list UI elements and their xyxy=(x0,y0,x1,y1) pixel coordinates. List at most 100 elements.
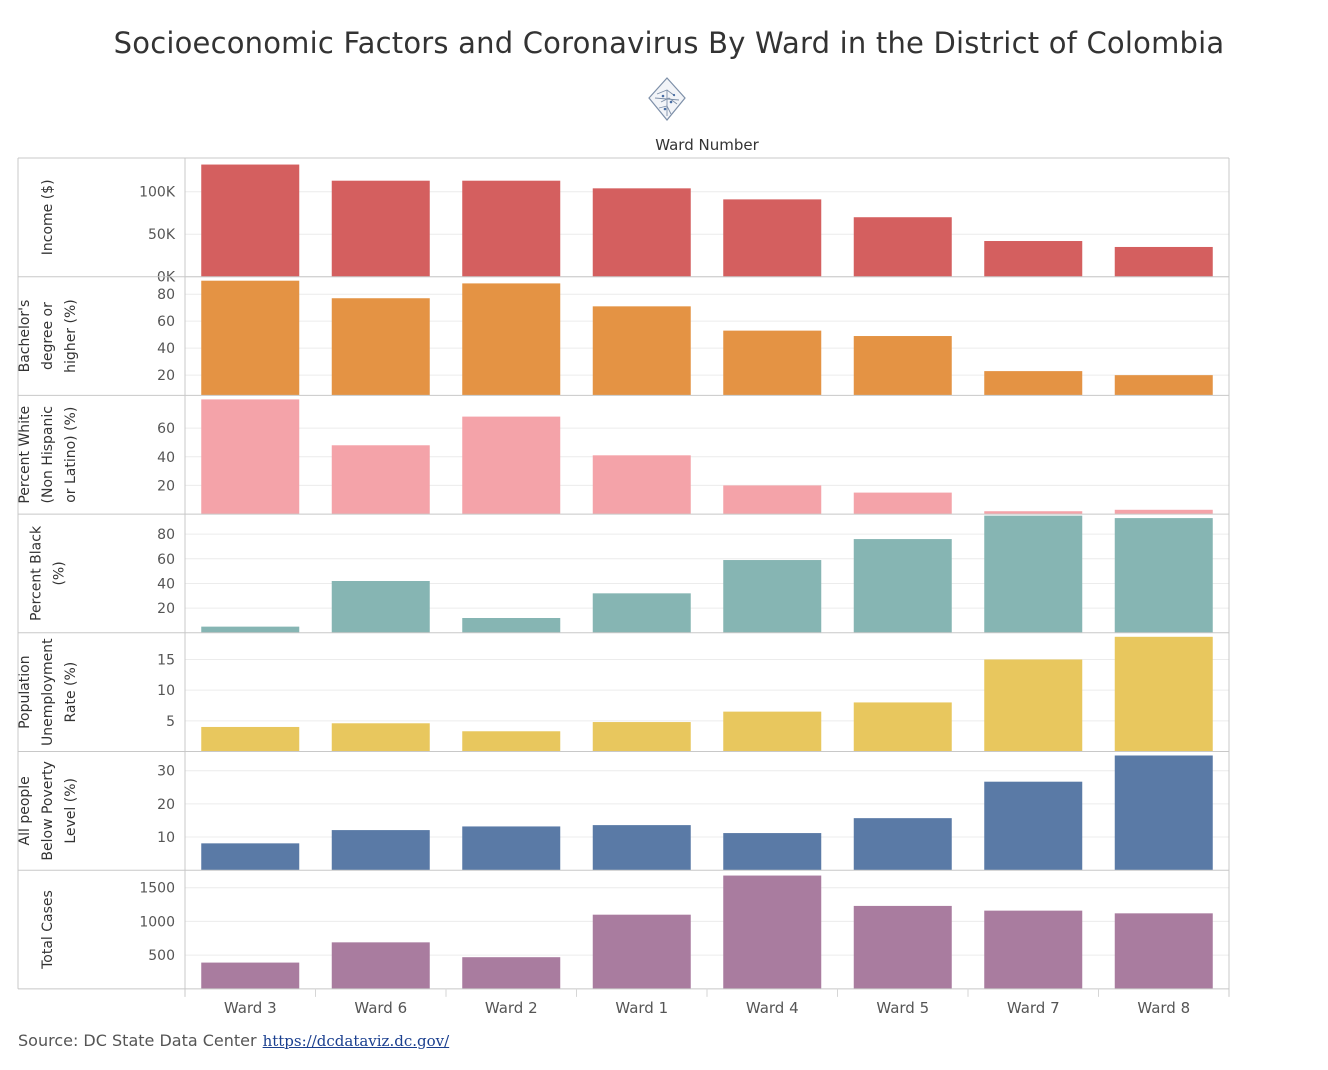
panel-label-line: Population xyxy=(17,655,33,729)
bar-ward-6 xyxy=(331,298,430,396)
y-tick-label: 20 xyxy=(157,368,175,384)
bar-ward-8 xyxy=(1114,636,1213,752)
bar-ward-4 xyxy=(723,199,822,277)
bar-ward-8 xyxy=(1114,375,1213,396)
y-tick-label: 40 xyxy=(157,341,175,357)
bar-ward-8 xyxy=(1114,246,1213,277)
y-tick-label: 20 xyxy=(157,601,175,617)
bar-ward-2 xyxy=(462,180,561,277)
source-link[interactable]: https://dcdataviz.dc.gov/ xyxy=(262,1032,450,1050)
panel-label-line: Income ($) xyxy=(40,179,56,255)
x-tick-label: Ward 8 xyxy=(1137,999,1190,1017)
y-tick-label: 15 xyxy=(157,652,175,668)
bar-ward-1 xyxy=(592,722,691,752)
y-tick-label: 60 xyxy=(157,314,175,330)
bar-ward-1 xyxy=(592,455,691,515)
x-tick-label: Ward 4 xyxy=(746,999,799,1017)
y-tick-label: 100K xyxy=(139,185,176,201)
panel-label-line: (%) xyxy=(52,561,68,585)
panel-label-line: Percent Black xyxy=(29,525,45,621)
x-tick-label: Ward 5 xyxy=(876,999,929,1017)
bar-ward-3 xyxy=(201,164,300,277)
y-tick-label: 5 xyxy=(166,714,175,730)
bar-ward-2 xyxy=(462,731,561,752)
bar-ward-8 xyxy=(1114,518,1213,633)
panel-label-line: Percent White xyxy=(17,406,33,504)
column-header: Ward Number xyxy=(655,136,759,154)
bar-ward-6 xyxy=(331,723,430,752)
bar-ward-3 xyxy=(201,626,300,633)
bar-ward-4 xyxy=(723,711,822,752)
y-tick-label: 80 xyxy=(157,527,175,543)
bar-ward-4 xyxy=(723,875,822,989)
bar-ward-8 xyxy=(1114,755,1213,871)
y-tick-label: 500 xyxy=(148,948,175,964)
y-tick-label: 10 xyxy=(157,830,175,846)
bar-ward-7 xyxy=(984,511,1083,515)
bar-ward-5 xyxy=(853,539,952,633)
y-tick-label: 1500 xyxy=(139,881,175,897)
y-tick-label: 50K xyxy=(148,227,176,243)
panel-label-line: Bachelor's xyxy=(17,300,33,373)
panel-label-line: Below Poverty xyxy=(40,761,56,861)
y-tick-label: 1000 xyxy=(139,914,175,930)
panel-label-line: (Non Hispanic xyxy=(40,406,56,503)
panel-label-line: Level (%) xyxy=(63,778,79,844)
bar-ward-6 xyxy=(331,830,430,871)
chart-title: Socioeconomic Factors and Coronavirus By… xyxy=(113,26,1225,60)
bar-ward-5 xyxy=(853,336,952,396)
bar-ward-7 xyxy=(984,910,1083,989)
panel-label-line: degree or xyxy=(40,302,56,370)
bar-ward-1 xyxy=(592,825,691,871)
y-tick-label: 40 xyxy=(157,576,175,592)
panel-label-line: Unemployment xyxy=(40,638,56,746)
bar-ward-2 xyxy=(462,416,561,515)
bar-ward-7 xyxy=(984,659,1083,752)
bar-ward-8 xyxy=(1114,509,1213,515)
bar-ward-3 xyxy=(201,962,300,989)
bar-ward-4 xyxy=(723,833,822,871)
bar-ward-5 xyxy=(853,818,952,871)
bar-ward-4 xyxy=(723,560,822,633)
bar-ward-6 xyxy=(331,180,430,277)
bar-ward-7 xyxy=(984,781,1083,871)
y-tick-label: 80 xyxy=(157,287,175,303)
bar-ward-5 xyxy=(853,702,952,752)
x-tick-label: Ward 7 xyxy=(1007,999,1060,1017)
bar-ward-6 xyxy=(331,445,430,515)
bar-ward-6 xyxy=(331,942,430,989)
x-tick-label: Ward 3 xyxy=(224,999,277,1017)
panel-label-line: All people xyxy=(17,776,33,845)
bar-ward-6 xyxy=(331,581,430,633)
y-tick-label: 20 xyxy=(157,478,175,494)
bar-ward-1 xyxy=(592,306,691,396)
bar-ward-5 xyxy=(853,492,952,515)
x-tick-label: Ward 6 xyxy=(354,999,407,1017)
dc-ward-map-icon xyxy=(648,77,686,121)
bar-ward-1 xyxy=(592,593,691,633)
panel-label-line: higher (%) xyxy=(63,299,79,373)
bar-ward-7 xyxy=(984,515,1083,633)
bar-ward-2 xyxy=(462,618,561,633)
y-tick-label: 40 xyxy=(157,450,175,466)
y-tick-label: 0K xyxy=(157,270,176,286)
bar-ward-1 xyxy=(592,188,691,277)
panel-label-line: Total Cases xyxy=(40,890,56,970)
bar-ward-4 xyxy=(723,330,822,396)
x-tick-label: Ward 2 xyxy=(485,999,538,1017)
bar-ward-1 xyxy=(592,914,691,989)
panel-label-line: Rate (%) xyxy=(63,662,79,723)
bar-ward-4 xyxy=(723,485,822,515)
y-tick-label: 60 xyxy=(157,552,175,568)
bar-ward-3 xyxy=(201,399,300,515)
bar-ward-2 xyxy=(462,283,561,396)
bar-ward-7 xyxy=(984,241,1083,277)
bar-ward-3 xyxy=(201,843,300,871)
bar-ward-2 xyxy=(462,957,561,989)
bar-ward-3 xyxy=(201,280,300,396)
bar-ward-2 xyxy=(462,826,561,871)
bar-ward-3 xyxy=(201,726,300,752)
panel-label-line: or Latino) (%) xyxy=(63,407,79,503)
y-tick-label: 30 xyxy=(157,764,175,780)
y-tick-label: 20 xyxy=(157,797,175,813)
